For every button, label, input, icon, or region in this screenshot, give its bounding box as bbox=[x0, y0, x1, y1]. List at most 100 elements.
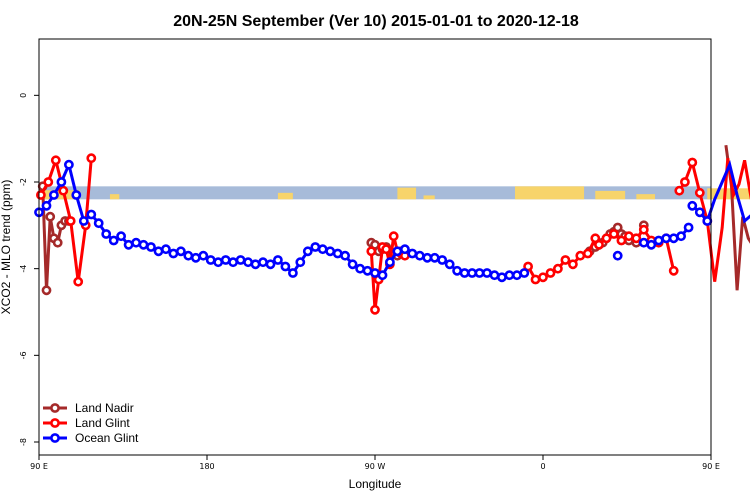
x-tick-label: 90 W bbox=[365, 462, 386, 471]
ocean-glint-point bbox=[160, 244, 171, 255]
ocean-glint-point bbox=[482, 268, 492, 278]
ocean-glint-point bbox=[198, 250, 209, 261]
ocean-glint-point bbox=[56, 177, 67, 187]
series-land-nadir bbox=[37, 144, 750, 296]
ocean-glint-point bbox=[683, 222, 694, 233]
x-axis: 90 E 180 90 W 0 90 E bbox=[30, 455, 720, 471]
ocean-glint-point bbox=[452, 265, 462, 276]
ocean-glint-point bbox=[250, 259, 261, 270]
ocean-glint-point bbox=[302, 246, 313, 257]
ocean-glint-point bbox=[138, 239, 149, 250]
land-nadir-point bbox=[41, 285, 52, 296]
land-glint-point bbox=[50, 155, 61, 166]
map-band-land-2 bbox=[277, 192, 293, 200]
ocean-glint-point bbox=[108, 235, 119, 246]
ocean-glint-point bbox=[325, 246, 336, 257]
y-axis-label: XCO2 - MLO trend (ppm) bbox=[0, 180, 13, 315]
ocean-glint-point bbox=[504, 270, 515, 281]
ocean-glint-point bbox=[676, 231, 686, 242]
ocean-glint-point bbox=[71, 190, 82, 200]
legend-label: Land Glint bbox=[75, 416, 130, 430]
ocean-glint-point bbox=[228, 257, 238, 268]
ocean-glint-point bbox=[123, 239, 134, 250]
ocean-glint-point bbox=[168, 248, 179, 259]
ocean-glint-point bbox=[399, 244, 410, 255]
ocean-glint-point bbox=[459, 268, 470, 278]
ocean-glint-point bbox=[694, 207, 705, 218]
land-glint-point bbox=[594, 239, 604, 250]
map-band-land-4 bbox=[423, 195, 435, 200]
ocean-glint-point bbox=[175, 246, 186, 257]
land-nadir-point bbox=[52, 237, 63, 248]
y-tick-label: -8 bbox=[19, 438, 28, 446]
land-glint-point bbox=[674, 185, 685, 196]
ocean-glint-point bbox=[101, 229, 112, 239]
ocean-glint-point bbox=[437, 255, 448, 265]
ocean-glint-point bbox=[612, 250, 623, 261]
land-glint-line-4 bbox=[678, 157, 750, 282]
ocean-glint-point bbox=[78, 216, 89, 226]
ocean-glint-point bbox=[287, 268, 298, 278]
ocean-glint-point bbox=[340, 250, 350, 261]
ocean-glint-point bbox=[64, 159, 74, 170]
x-tick-label: 90 E bbox=[702, 462, 720, 471]
land-glint-point bbox=[560, 255, 571, 265]
ocean-glint-point bbox=[414, 250, 425, 261]
x-tick-label: 90 E bbox=[30, 462, 48, 471]
legend-label: Land Nadir bbox=[75, 401, 134, 415]
ocean-glint-point bbox=[496, 272, 507, 283]
ocean-glint-point bbox=[317, 244, 328, 255]
ocean-glint-point bbox=[407, 248, 418, 259]
y-tick-label: 0 bbox=[19, 93, 28, 98]
land-glint-point bbox=[575, 250, 586, 261]
ocean-glint-point bbox=[370, 268, 380, 278]
land-glint-point bbox=[58, 185, 69, 196]
land-glint-point bbox=[370, 304, 380, 315]
ocean-glint-point bbox=[41, 200, 52, 211]
map-band-land-6 bbox=[595, 190, 626, 200]
series-ocean-glint bbox=[34, 159, 750, 283]
land-glint-point bbox=[73, 276, 84, 287]
ocean-glint-point bbox=[49, 190, 59, 200]
land-glint-point bbox=[609, 229, 619, 239]
map-band-land-0 bbox=[39, 190, 81, 200]
ocean-glint-point bbox=[86, 209, 97, 220]
ocean-glint-point bbox=[474, 268, 485, 278]
ocean-glint-point bbox=[392, 246, 403, 257]
ocean-glint-point bbox=[258, 257, 268, 268]
legend-item-ocean-glint: Ocean Glint bbox=[43, 431, 139, 445]
land-nadir-line-3 bbox=[724, 144, 750, 291]
ocean-glint-point bbox=[295, 257, 306, 268]
ocean-glint-point bbox=[653, 235, 664, 246]
land-glint-point bbox=[582, 248, 593, 259]
chart-title: 20N-25N September (Ver 10) 2015-01-01 to… bbox=[173, 13, 579, 30]
land-glint-point bbox=[568, 259, 578, 270]
land-glint-point bbox=[86, 153, 97, 164]
land-glint-point bbox=[668, 265, 679, 276]
ocean-glint-point bbox=[213, 257, 224, 268]
land-glint-point bbox=[638, 224, 649, 235]
map-band-land-7 bbox=[636, 194, 655, 200]
legend-label: Ocean Glint bbox=[75, 431, 139, 445]
legend-swatch-marker bbox=[50, 433, 60, 443]
land-glint-point bbox=[530, 274, 541, 285]
y-tick-label: -6 bbox=[19, 351, 28, 359]
land-glint-point bbox=[65, 216, 76, 226]
ocean-glint-point bbox=[519, 268, 530, 278]
ocean-glint-point bbox=[646, 239, 657, 250]
legend-swatch-marker bbox=[50, 418, 60, 428]
map-band-land-3 bbox=[397, 187, 417, 200]
ocean-glint-point bbox=[93, 218, 104, 229]
land-glint-point bbox=[43, 177, 54, 187]
y-tick-label: -4 bbox=[19, 265, 28, 273]
x-tick-label: 180 bbox=[199, 462, 214, 471]
map-band-land-8 bbox=[707, 188, 750, 200]
ocean-glint-point bbox=[638, 237, 649, 248]
x-tick-label: 0 bbox=[540, 462, 545, 471]
ocean-glint-point bbox=[661, 233, 672, 244]
land-glint-point bbox=[687, 157, 698, 168]
ocean-glint-point bbox=[205, 255, 216, 265]
ocean-glint-point bbox=[146, 242, 156, 252]
